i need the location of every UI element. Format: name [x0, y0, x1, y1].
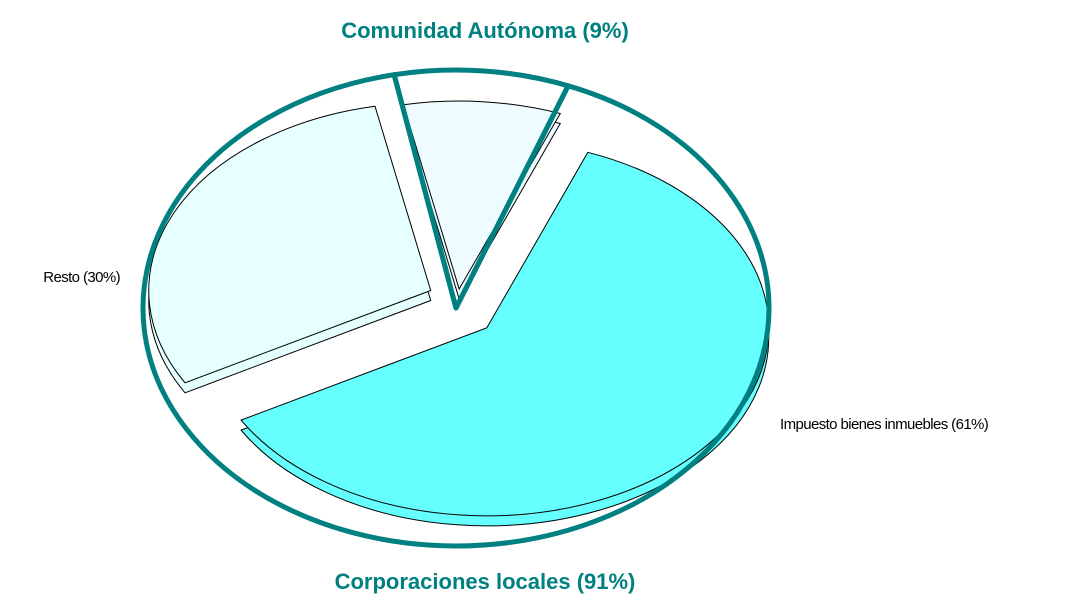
- group-label: Corporaciones locales (91%): [335, 569, 636, 594]
- group-outline: [140, 72, 772, 549]
- group-label: Comunidad Autónoma (9%): [341, 18, 629, 43]
- slice-label: Impuesto bienes inmuebles (61%): [780, 416, 989, 433]
- group-outline: [391, 67, 571, 311]
- slice: [240, 151, 770, 517]
- slice-label: Resto (30%): [43, 269, 120, 286]
- slice: [148, 105, 432, 384]
- slice: [402, 100, 561, 291]
